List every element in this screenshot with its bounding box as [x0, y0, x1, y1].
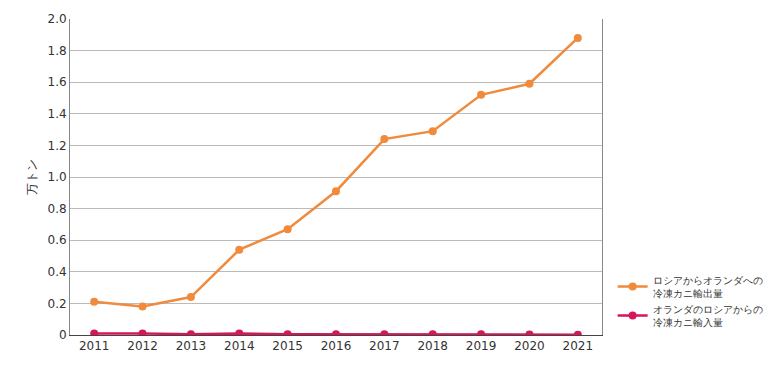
svg-text:1.8: 1.8 — [48, 44, 67, 58]
svg-text:2011: 2011 — [79, 339, 110, 353]
svg-text:2013: 2013 — [176, 339, 207, 353]
svg-text:2018: 2018 — [417, 339, 448, 353]
svg-text:0: 0 — [59, 328, 67, 342]
svg-text:2019: 2019 — [466, 339, 497, 353]
svg-text:2014: 2014 — [224, 339, 255, 353]
svg-text:1.0: 1.0 — [48, 170, 67, 184]
svg-text:万トン: 万トン — [25, 159, 39, 195]
svg-text:2015: 2015 — [272, 339, 303, 353]
svg-text:2017: 2017 — [369, 339, 400, 353]
svg-text:2016: 2016 — [321, 339, 352, 353]
svg-text:2012: 2012 — [127, 339, 158, 353]
svg-text:0.8: 0.8 — [48, 202, 67, 216]
svg-text:2020: 2020 — [514, 339, 545, 353]
svg-text:2021: 2021 — [563, 339, 594, 353]
svg-text:1.2: 1.2 — [48, 139, 67, 153]
svg-text:0.6: 0.6 — [48, 233, 67, 247]
svg-text:0.2: 0.2 — [48, 297, 67, 311]
svg-text:1.4: 1.4 — [48, 107, 67, 121]
svg-text:2.0: 2.0 — [48, 12, 67, 26]
svg-text:1.6: 1.6 — [48, 75, 67, 89]
svg-text:オランダのロシアからの冷凍カニ輸入量: オランダのロシアからの冷凍カニ輸入量 — [653, 304, 763, 328]
svg-text:0.4: 0.4 — [48, 265, 67, 279]
svg-text:ロシアからオランダへの冷凍カニ輸出量: ロシアからオランダへの冷凍カニ輸出量 — [653, 275, 763, 299]
